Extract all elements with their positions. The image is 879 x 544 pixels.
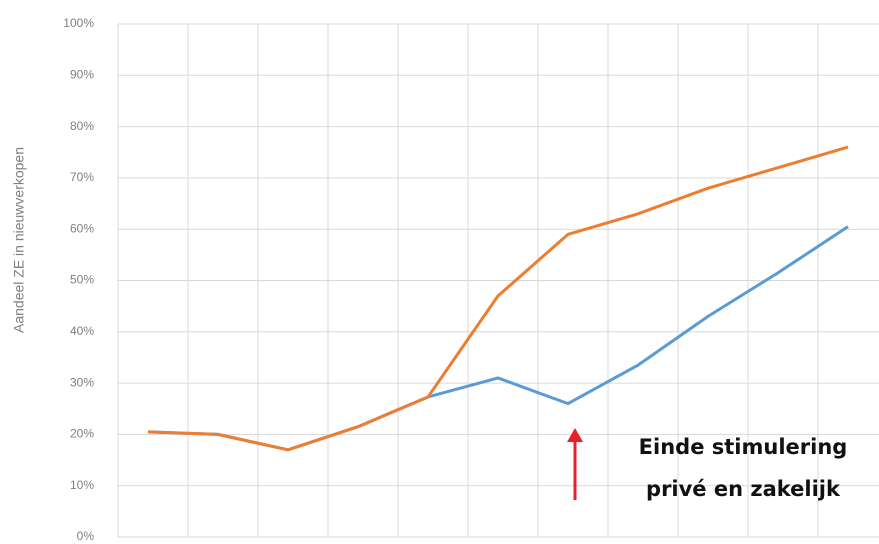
line-series: [147, 225, 849, 452]
y-tick-label: 100%: [63, 16, 94, 30]
y-axis-label: Aandeel ZE in nieuwverkopen: [11, 147, 27, 333]
y-tick-label: 40%: [70, 324, 94, 338]
y-tick-label: 0%: [77, 529, 95, 543]
y-tick-label: 90%: [70, 67, 94, 81]
y-tick-label: 30%: [70, 375, 94, 389]
y-tick-label: 50%: [70, 273, 94, 287]
y-tick-label: 60%: [70, 221, 94, 235]
annotation: privé en zakelijk: [646, 477, 841, 501]
y-tick-label: 10%: [70, 478, 94, 492]
y-tick-label: 80%: [70, 119, 94, 133]
y-tick-label: 20%: [70, 427, 94, 441]
annotation: Einde stimulering: [639, 435, 848, 459]
line-series: [147, 145, 849, 452]
y-tick-label: 70%: [70, 170, 94, 184]
arrow-head: [567, 428, 583, 442]
